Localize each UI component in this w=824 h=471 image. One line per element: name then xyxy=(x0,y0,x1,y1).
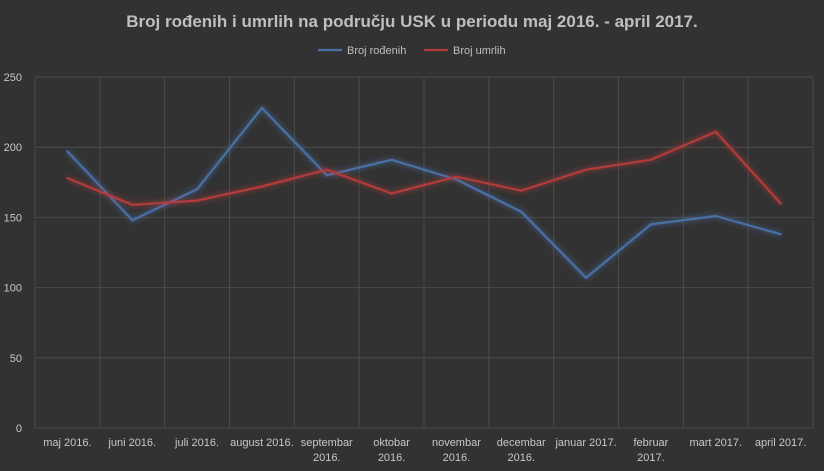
data-point xyxy=(195,188,199,191)
data-point xyxy=(455,175,458,178)
x-tick-label: 2016. xyxy=(313,452,341,464)
y-tick-label: 100 xyxy=(4,283,22,295)
gridlines xyxy=(34,76,814,429)
data-point xyxy=(66,176,69,180)
x-tick-label: mart 2017. xyxy=(689,437,742,449)
data-point xyxy=(260,106,264,110)
data-point xyxy=(131,203,134,206)
x-tick-label: juni 2016. xyxy=(107,437,156,449)
data-point xyxy=(714,130,717,133)
y-axis-ticks: 0 50 100 150 200 250 xyxy=(4,72,22,435)
legend-label: Broj umrlih xyxy=(453,45,506,57)
data-point xyxy=(649,223,653,226)
data-point xyxy=(195,199,199,202)
data-point xyxy=(520,189,523,192)
x-tick-label: april 2017. xyxy=(755,437,806,449)
x-tick-label: august 2016. xyxy=(230,437,294,449)
legend: Broj rođenih Broj umrlih xyxy=(318,45,506,57)
data-point xyxy=(390,158,393,162)
x-tick-label: 2017. xyxy=(637,452,665,464)
data-point xyxy=(779,202,782,205)
data-point xyxy=(66,150,69,153)
y-tick-label: 50 xyxy=(10,353,22,365)
x-tick-label: 2016. xyxy=(378,452,406,464)
x-tick-label: oktobar xyxy=(373,437,410,449)
series-layer xyxy=(66,106,782,279)
y-tick-label: 200 xyxy=(4,142,22,154)
x-tick-label: septembar xyxy=(301,437,353,449)
chart-title: Broj rođenih i umrlih na području USK u … xyxy=(126,12,698,31)
data-point xyxy=(649,158,653,162)
data-point xyxy=(584,168,588,171)
data-point xyxy=(325,168,328,171)
data-point xyxy=(131,219,134,222)
data-point xyxy=(455,178,458,181)
x-tick-label: januar 2017. xyxy=(554,437,616,449)
legend-label: Broj rođenih xyxy=(347,45,406,57)
y-tick-label: 150 xyxy=(4,212,22,224)
series-line-umrlih xyxy=(66,130,782,206)
x-tick-label: decembar xyxy=(497,437,546,449)
series-line-rodjenih xyxy=(66,106,781,279)
data-point xyxy=(779,233,782,236)
x-tick-label: novembar xyxy=(432,437,481,449)
x-tick-label: juli 2016. xyxy=(174,437,219,449)
data-point xyxy=(520,210,523,213)
x-tick-label: 2016. xyxy=(443,452,471,464)
x-tick-label: februar xyxy=(633,437,668,449)
data-point xyxy=(325,174,328,177)
y-tick-label: 250 xyxy=(4,72,22,84)
data-point xyxy=(260,185,264,188)
x-axis-ticks: maj 2016. juni 2016. juli 2016. august 2016… xyxy=(43,437,806,464)
data-point xyxy=(714,214,717,218)
data-point xyxy=(390,192,393,195)
x-tick-label: maj 2016. xyxy=(43,437,91,449)
y-tick-label: 0 xyxy=(16,423,22,435)
x-tick-label: 2016. xyxy=(507,452,535,464)
data-point xyxy=(584,276,588,279)
